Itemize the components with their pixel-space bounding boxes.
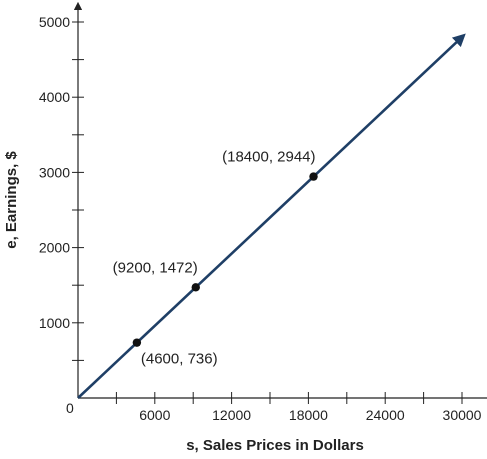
- point-label: (18400, 2944): [222, 149, 315, 166]
- x-tick-label: 30000: [443, 407, 482, 423]
- x-axis-title: s, Sales Prices in Dollars: [186, 437, 364, 454]
- tick-labels: 6000 12000 18000 24000 30000 1000 2000 3000 4000…: [39, 14, 482, 423]
- x-tick-label: 6000: [139, 407, 170, 423]
- y-tick-label: 5000: [39, 14, 70, 30]
- data-point: [191, 283, 200, 292]
- y-axis-title: e, Earnings, $: [3, 151, 20, 249]
- data-point: [132, 338, 142, 347]
- point-label: (4600, 736): [141, 351, 218, 368]
- series: [77, 33, 466, 399]
- origin-label: 0: [66, 400, 74, 416]
- point-label: (9200, 1472): [113, 259, 198, 276]
- x-tick-label: 24000: [366, 407, 405, 423]
- y-tick-label: 2000: [39, 240, 70, 256]
- x-tick-label: 18000: [289, 407, 328, 423]
- data-point: [309, 172, 318, 181]
- point-labels: (4600, 736) (9200, 1472) (18400, 2944): [113, 149, 316, 368]
- y-tick-label: 3000: [39, 164, 70, 180]
- axes: [73, 1, 487, 399]
- y-tick-label: 4000: [39, 89, 70, 105]
- ticks: [72, 21, 463, 404]
- y-tick-label: 1000: [39, 315, 70, 331]
- x-tick-label: 12000: [212, 407, 251, 423]
- earnings-line: [77, 33, 466, 399]
- data-points: [132, 172, 318, 347]
